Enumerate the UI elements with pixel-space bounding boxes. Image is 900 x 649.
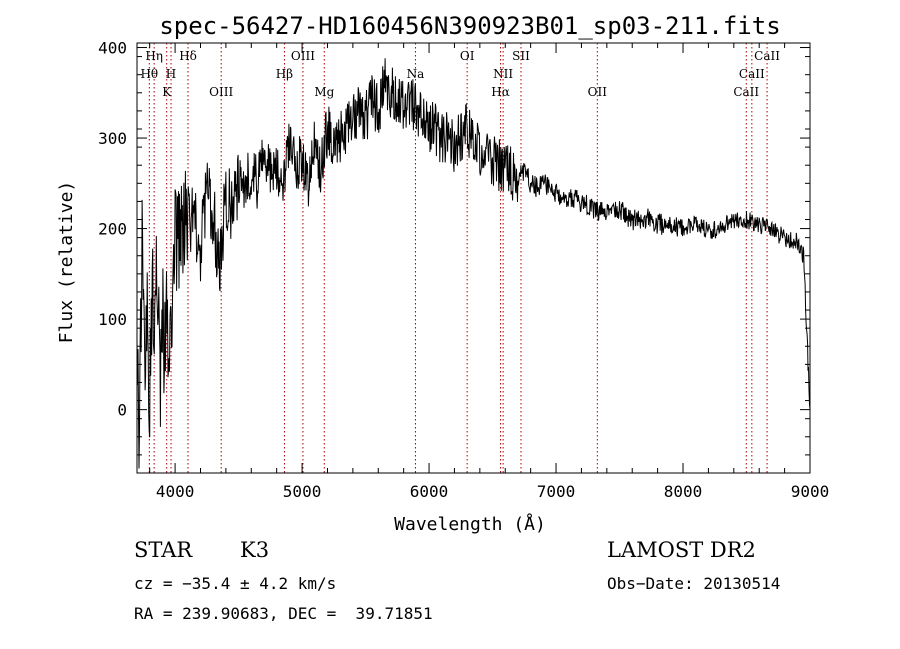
x-tick-label: 5000 xyxy=(283,482,322,501)
y-tick-label: 200 xyxy=(98,220,127,239)
x-axis-label: Wavelength (Å) xyxy=(394,513,546,535)
object-type: STAR xyxy=(134,538,193,562)
spectral-line-label: CaII xyxy=(733,85,759,99)
x-tick-label: 8000 xyxy=(664,482,703,501)
chart-title: spec-56427-HD160456N390923B01_sp03-211.f… xyxy=(159,12,780,40)
spectral-line-label: Hα xyxy=(491,85,510,99)
spectral-line-label: Hβ xyxy=(276,67,293,81)
spectral-line-label: CaII xyxy=(739,67,765,81)
spectrum-series xyxy=(136,58,811,469)
spectral-line-label: SII xyxy=(512,49,530,63)
x-tick-label: 4000 xyxy=(156,482,195,501)
plot-frame xyxy=(136,42,811,474)
y-axis-label: Flux (relative) xyxy=(56,181,77,344)
spectral-line-label: Na xyxy=(407,67,425,81)
y-tick-label: 0 xyxy=(117,401,127,420)
spectral-line-label: Hη xyxy=(145,49,163,63)
spectral-line-label: OI xyxy=(460,49,475,63)
coordinates: RA = 239.90683, DEC = 39.71851 xyxy=(134,604,433,623)
spectral-line-label: K xyxy=(162,85,172,99)
spectral-line-label: H xyxy=(166,67,176,81)
y-tick-label: 300 xyxy=(98,129,127,148)
spectral-line-label: CaII xyxy=(754,49,780,63)
survey-name: LAMOST DR2 xyxy=(607,538,756,562)
spectral-line-label: Mg xyxy=(314,85,334,99)
spectral-line-label: Hθ xyxy=(140,67,158,81)
obs-date: Obs−Date: 20130514 xyxy=(607,574,781,593)
spectral-line-label: OIII xyxy=(209,85,233,99)
x-tick-label: 7000 xyxy=(537,482,576,501)
y-tick-label: 100 xyxy=(98,310,127,329)
x-tick-label: 9000 xyxy=(791,482,830,501)
x-tick-label: 6000 xyxy=(410,482,449,501)
y-tick-label: 400 xyxy=(98,39,127,58)
spectral-class: K3 xyxy=(240,538,270,562)
spectral-line-label: OII xyxy=(588,85,608,99)
redshift-value: cz = −35.4 ± 4.2 km/s xyxy=(134,574,337,593)
series-line xyxy=(136,58,811,469)
axes: 4000 5000 6000 7000 8000 9000 0 100 200 300 400 xyxy=(98,39,829,501)
spectral-line-label: Hδ xyxy=(179,49,197,63)
spectral-line-label: OIII xyxy=(291,49,315,63)
spectral-line-label: NII xyxy=(493,67,513,81)
